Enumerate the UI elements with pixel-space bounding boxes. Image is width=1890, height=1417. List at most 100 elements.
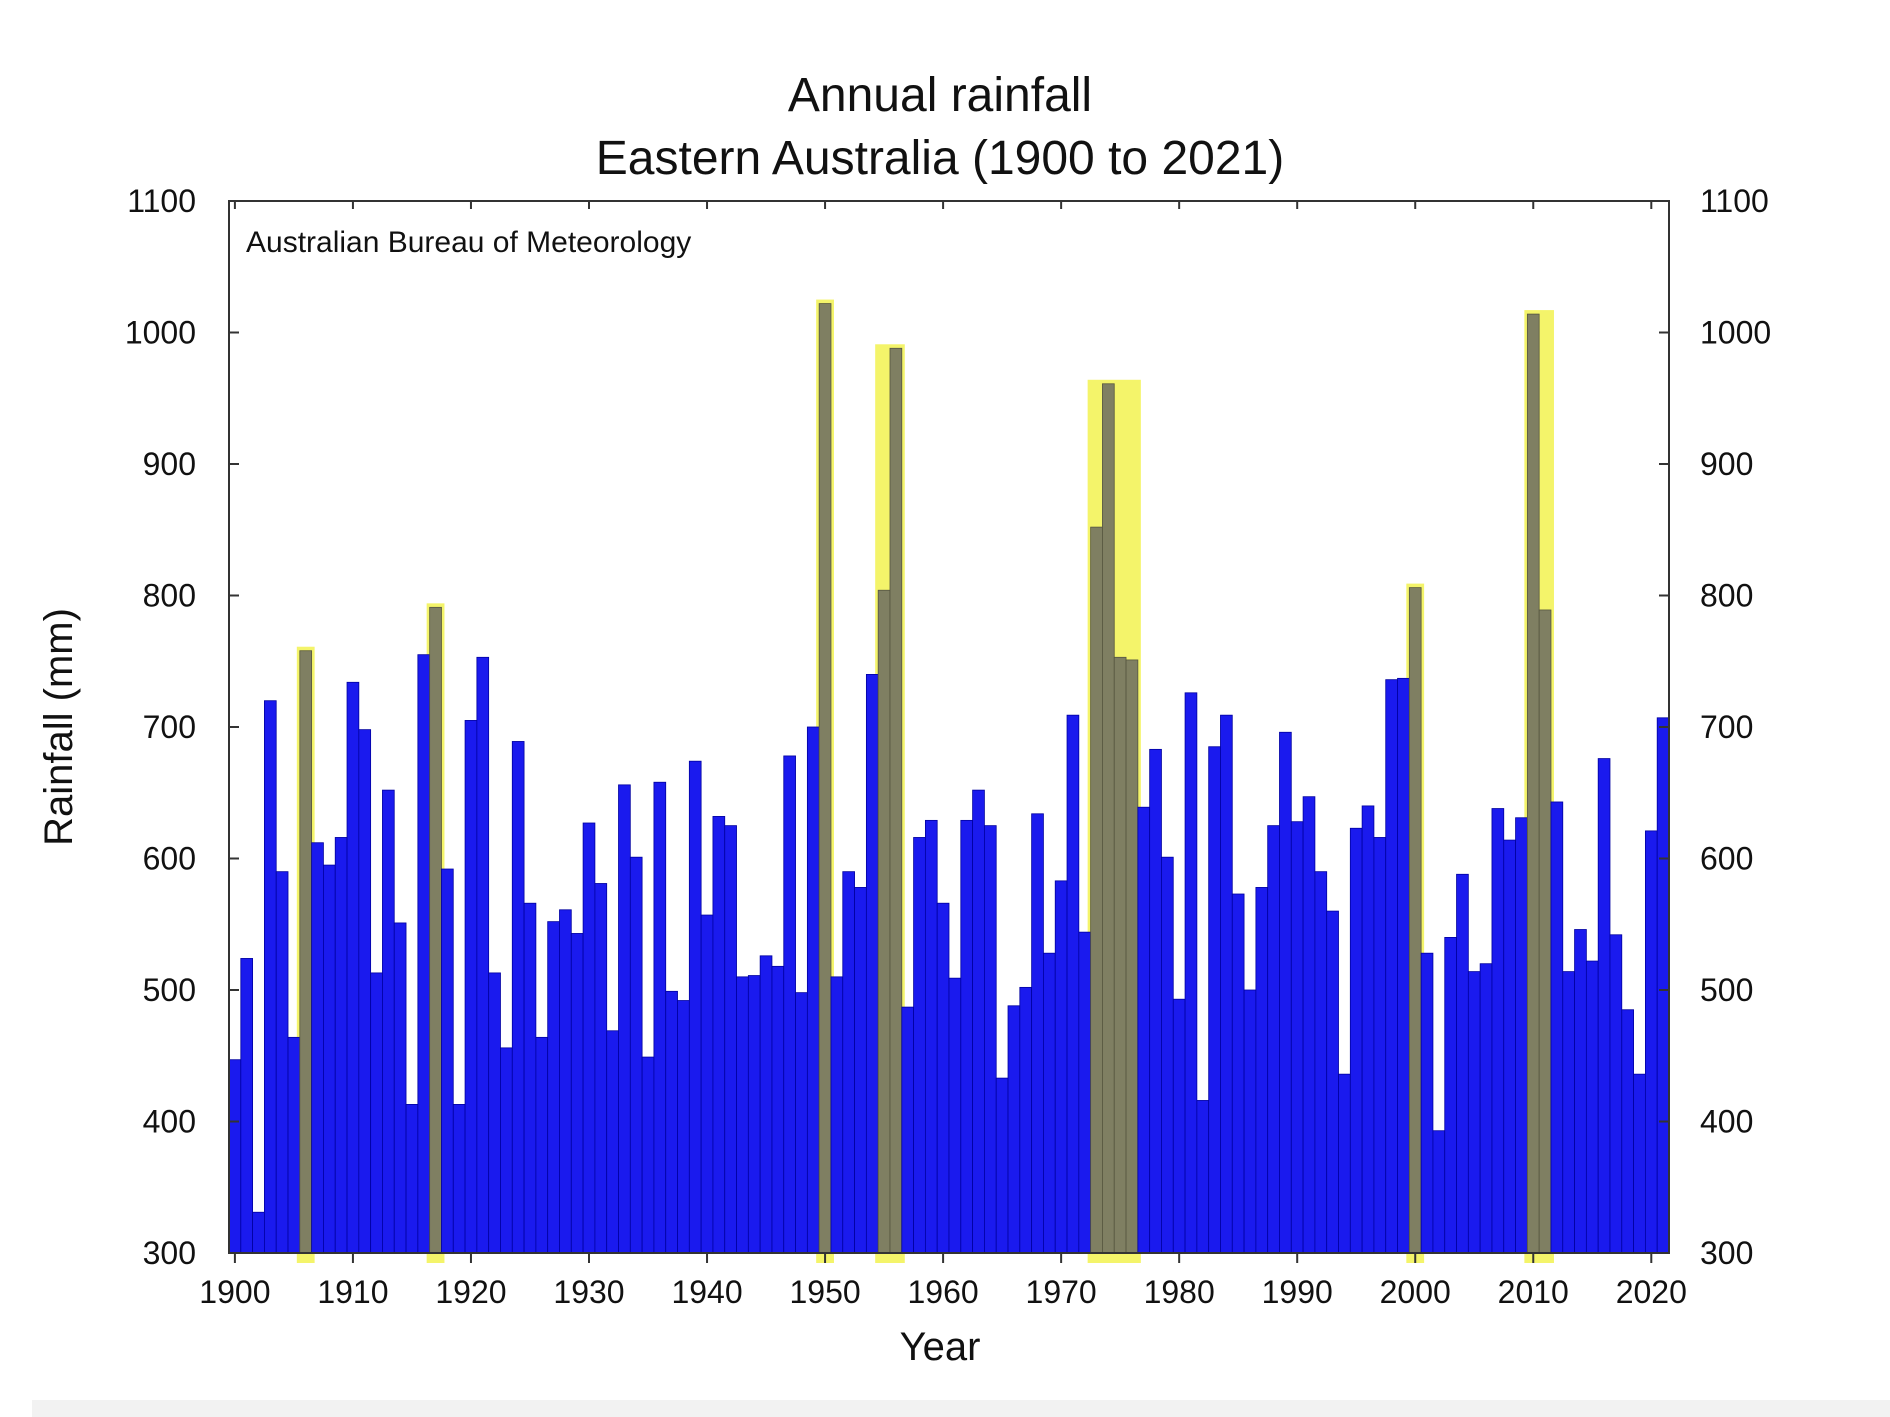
bar	[700, 914, 714, 1254]
x-axis-title: Year	[900, 1325, 981, 1369]
bar	[1279, 731, 1292, 1254]
bar	[1137, 806, 1151, 1254]
highlighted-bar	[877, 589, 891, 1254]
highlighted-bar	[429, 606, 442, 1254]
bar	[1656, 717, 1670, 1254]
bar	[1338, 1073, 1351, 1254]
bar	[677, 1000, 690, 1254]
bar	[830, 976, 844, 1254]
y-tick-label-right: 400	[1700, 1104, 1753, 1140]
y-tick-label: 800	[143, 578, 196, 614]
y-tick-label-right: 700	[1700, 709, 1753, 745]
x-tick-label: 1930	[553, 1274, 624, 1310]
bar	[1597, 758, 1611, 1254]
y-axis-left: 300 400 500 600 700 800 900 1000 1100	[125, 183, 239, 1271]
chart-title: Annual rainfall Eastern Australia (1900 …	[596, 69, 1284, 185]
bar	[1515, 817, 1528, 1254]
bar	[1385, 679, 1398, 1254]
bar	[382, 789, 395, 1254]
bar	[1231, 893, 1245, 1254]
x-tick-label: 2010	[1498, 1274, 1569, 1310]
bar	[995, 1077, 1009, 1254]
bar	[358, 729, 372, 1254]
bar	[334, 837, 348, 1254]
bar	[1491, 808, 1505, 1254]
x-tick-label: 1980	[1144, 1274, 1215, 1310]
bar	[417, 654, 431, 1254]
frame-ticks	[233, 201, 1653, 209]
bar	[1432, 1130, 1446, 1254]
bar	[759, 955, 773, 1254]
bar	[1196, 1100, 1210, 1254]
bar	[240, 958, 254, 1254]
bar	[606, 1030, 619, 1254]
highlighted-bar	[1113, 656, 1127, 1254]
bar	[665, 990, 678, 1254]
bar	[511, 741, 525, 1254]
bar	[1550, 801, 1564, 1254]
bar	[1054, 880, 1068, 1254]
bar	[736, 976, 749, 1254]
y-tick-label-right: 600	[1700, 841, 1753, 877]
bar	[842, 871, 855, 1254]
bar-series	[228, 303, 1670, 1254]
source-annotation: Australian Bureau of Meteorology	[246, 226, 691, 259]
y-tick-label-right: 1000	[1700, 315, 1771, 351]
bar	[913, 837, 926, 1254]
y-tick-label-right: 1100	[1700, 183, 1769, 219]
bar	[452, 1104, 466, 1254]
bar	[547, 921, 560, 1254]
bar	[1562, 971, 1575, 1254]
bar	[1609, 934, 1623, 1254]
highlighted-bar	[299, 650, 313, 1254]
bar	[559, 909, 572, 1254]
bar	[323, 864, 336, 1254]
bar	[1456, 873, 1469, 1254]
y-tick-label: 700	[143, 709, 196, 745]
bar	[1172, 998, 1186, 1254]
x-tick-label: 1910	[317, 1274, 388, 1310]
bar	[629, 856, 643, 1254]
bar	[1220, 714, 1233, 1254]
bar	[1574, 929, 1587, 1254]
bar	[972, 789, 985, 1254]
bar	[854, 887, 867, 1254]
x-tick-label: 1970	[1026, 1274, 1097, 1310]
bar	[1184, 692, 1198, 1254]
chart-title-line1: Annual rainfall	[788, 69, 1092, 122]
y-tick-label: 900	[143, 446, 196, 482]
bar	[1621, 1009, 1634, 1254]
bar	[795, 992, 808, 1254]
bar	[488, 972, 501, 1254]
bar	[712, 816, 726, 1254]
bar	[570, 933, 584, 1254]
bar	[806, 726, 820, 1254]
bar	[275, 871, 289, 1254]
bar	[1349, 827, 1363, 1254]
highlighted-bar	[818, 303, 832, 1254]
footer-strip	[32, 1400, 1890, 1417]
bar	[441, 868, 454, 1254]
bar	[1267, 825, 1280, 1254]
bar	[264, 700, 277, 1254]
bar	[370, 972, 383, 1254]
y-tick-label: 300	[143, 1235, 196, 1271]
bar	[1444, 937, 1457, 1254]
bar	[960, 819, 974, 1254]
bar	[1585, 960, 1599, 1254]
x-tick-label: 1920	[435, 1274, 506, 1310]
bar	[1007, 1005, 1021, 1254]
y-tick-label-right: 800	[1700, 578, 1753, 614]
bar	[311, 842, 324, 1254]
bar	[747, 975, 761, 1254]
bar	[228, 1059, 242, 1254]
y-tick-label-right: 300	[1700, 1235, 1753, 1271]
y-tick-label: 500	[143, 972, 196, 1008]
bar	[405, 1104, 419, 1254]
bar	[594, 883, 608, 1254]
y-tick-label-right: 500	[1700, 972, 1753, 1008]
bar	[688, 760, 702, 1254]
bar	[393, 922, 407, 1254]
highlighted-bar	[1090, 526, 1103, 1254]
bar	[1243, 989, 1257, 1254]
